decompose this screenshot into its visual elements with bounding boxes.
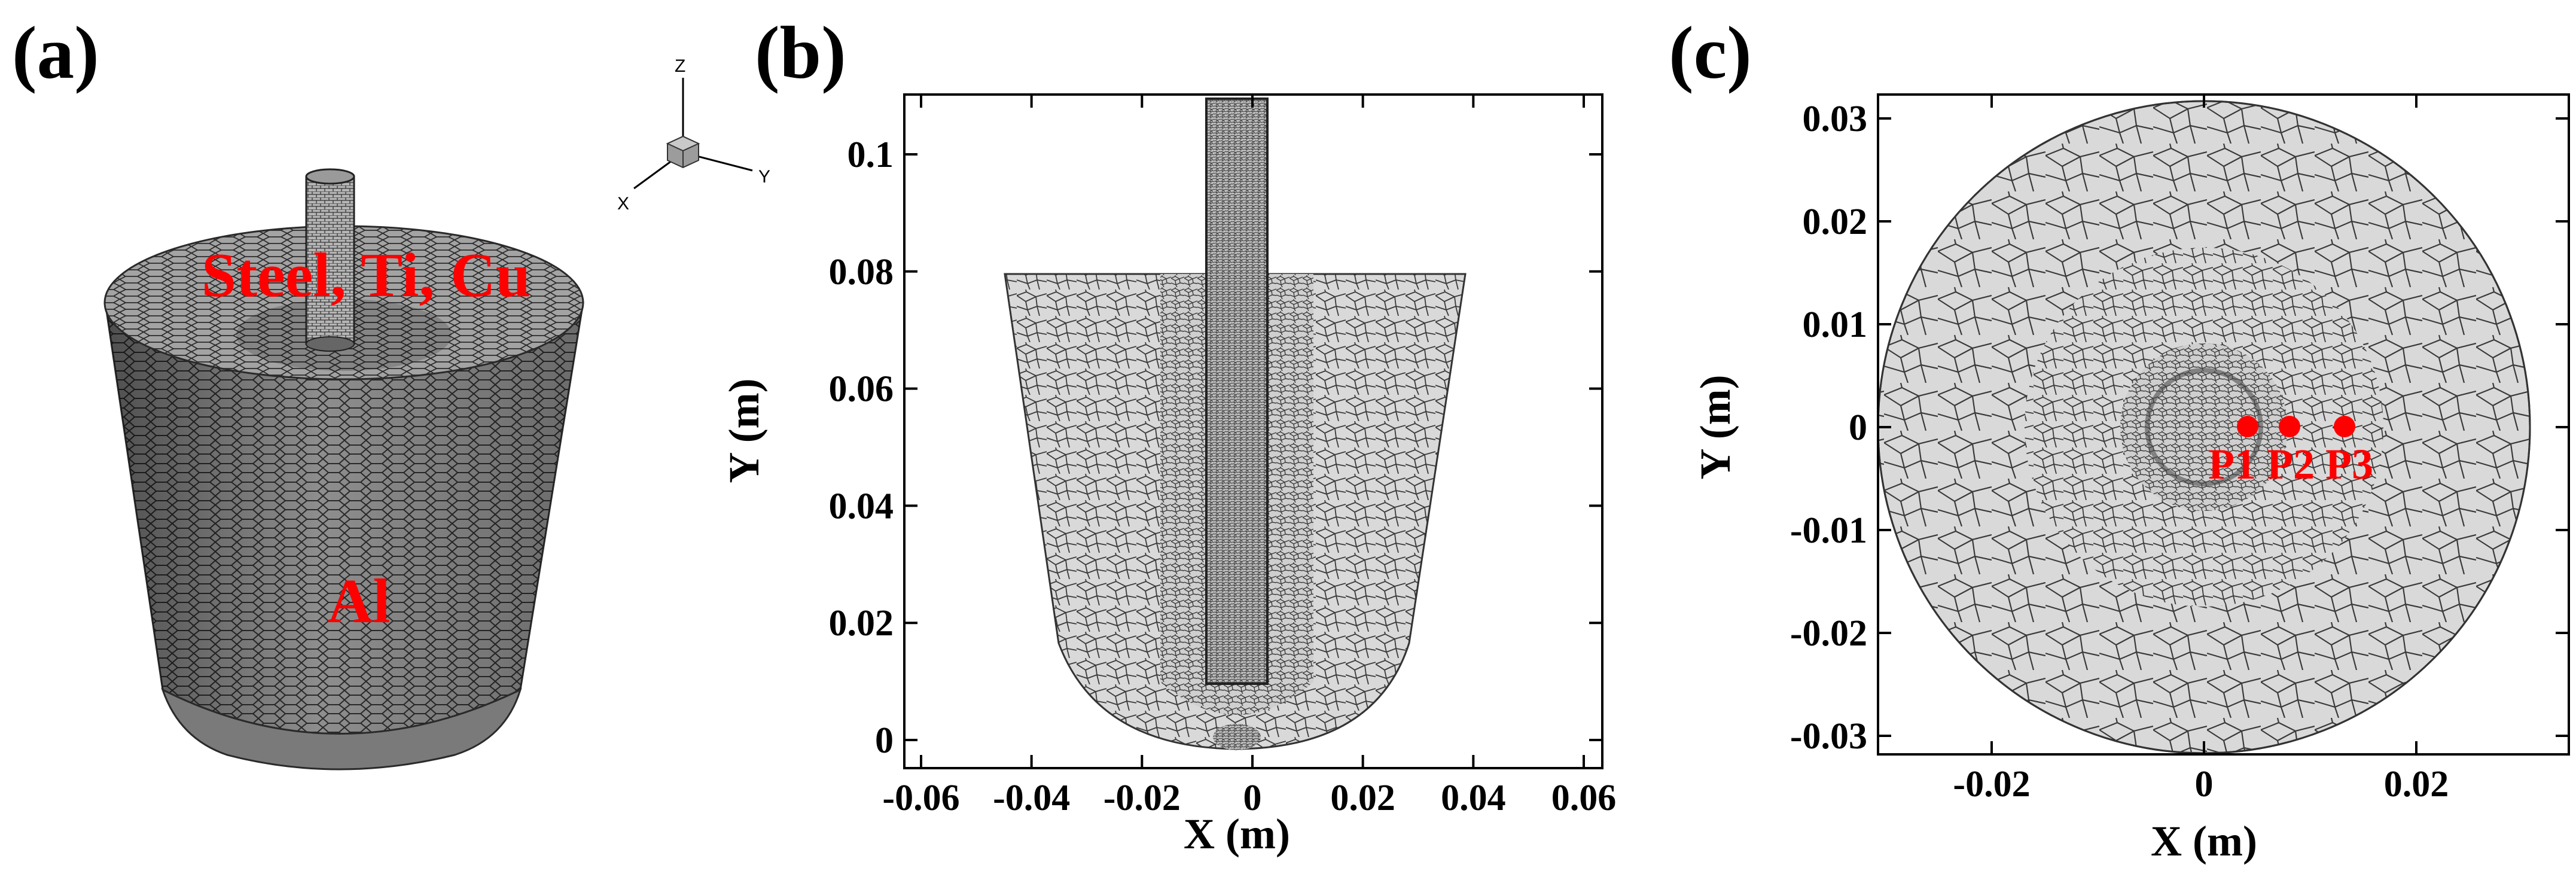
disc-section-mesh: [1878, 100, 2531, 754]
x-tick-label: -0.02: [1953, 764, 2030, 805]
y-tick-label: -0.03: [1790, 716, 1867, 757]
x-tick-label: 0.02: [2384, 764, 2449, 805]
y-tick-label: 0: [875, 720, 894, 761]
triad-label-y: Y: [758, 167, 770, 187]
x-tick-label: 0: [1243, 778, 1262, 818]
y-tick-label: -0.02: [1790, 613, 1867, 654]
y-tick-label: 0.04: [829, 486, 894, 526]
y-ticks-c: -0.03 -0.02 -0.01 0 0.01 0.02 0.03: [1790, 99, 2569, 757]
plot-frame-c: [1877, 93, 2570, 756]
x-tick-label: 0.02: [1330, 778, 1395, 818]
probe-points: P1 P2 P3: [2208, 416, 2373, 488]
triad-label-z: Z: [675, 56, 685, 76]
panel-label-a: (a): [12, 12, 99, 95]
x-tick-label: 0.04: [1441, 778, 1506, 818]
y-axis-title-c: Y (m): [1691, 374, 1739, 479]
y-tick-label: 0.08: [829, 252, 894, 293]
panel-c: (c) -0.02 0 0.02 -0.03 -0.02 -0.01 0 0.01 0.02 0…: [1669, 12, 2570, 865]
probe-label-p3: P3: [2325, 440, 2373, 488]
probe-point-p2: [2279, 416, 2300, 437]
panel-label-c: (c): [1669, 12, 1752, 95]
x-axis-title-b: X (m): [1184, 810, 1290, 858]
x-axis-title-c: X (m): [2151, 817, 2257, 865]
y-tick-label: 0.02: [829, 603, 894, 644]
y-tick-label: 0: [1849, 407, 1867, 448]
panel-b: (b) -0.06 -0.04 -0.02 0 0.02 0.04 0.06 0 0.02 0.…: [720, 12, 1616, 858]
y-tick-label: 0.03: [1803, 99, 1868, 139]
x-ticks-b: -0.06 -0.04 -0.02 0 0.02 0.04 0.06: [882, 95, 1616, 818]
y-tick-label: -0.01: [1790, 510, 1867, 551]
material-label-top: Steel, Ti, Cu: [202, 240, 531, 310]
y-tick-label: 0.1: [848, 135, 894, 175]
x-ticks-c: -0.02 0 0.02: [1953, 95, 2449, 805]
panel-label-b: (b): [755, 12, 846, 95]
y-tick-label: 0.01: [1803, 304, 1868, 345]
probe-point-p3: [2334, 416, 2355, 437]
x-tick-label: 0: [2195, 764, 2214, 805]
y-tick-label: 0.02: [1803, 202, 1868, 242]
x-tick-label: -0.06: [882, 778, 959, 818]
y-axis-title-b: Y (m): [720, 378, 768, 483]
crucible-section-mesh: [1004, 98, 1467, 750]
rod-mesh: [305, 168, 355, 352]
axis-triad: Z Y X: [617, 56, 770, 214]
x-tick-label: -0.02: [1103, 778, 1181, 818]
y-tick-label: 0.06: [829, 369, 894, 410]
panel-a: (a) Steel, Ti, Cu Al Z Y: [12, 12, 770, 771]
probe-label-p2: P2: [2267, 440, 2315, 488]
y-ticks-b: 0 0.02 0.04 0.06 0.08 0.1: [829, 135, 1602, 761]
probe-point-p1: [2237, 416, 2258, 437]
x-tick-label: 0.06: [1551, 778, 1617, 818]
material-label-body: Al: [328, 566, 391, 636]
x-tick-label: -0.04: [993, 778, 1070, 818]
triad-label-x: X: [617, 194, 629, 214]
probe-label-p1: P1: [2208, 440, 2256, 488]
